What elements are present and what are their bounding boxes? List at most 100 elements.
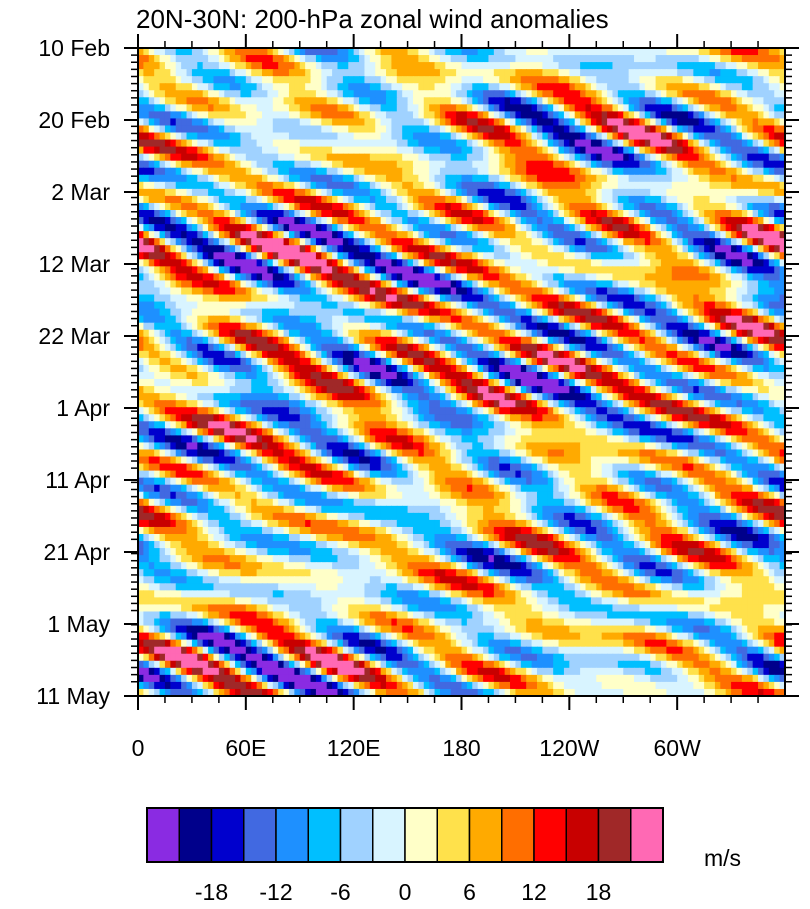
heatmap-cell	[558, 231, 565, 239]
heatmap-cell	[666, 238, 673, 246]
heatmap-cell	[698, 76, 705, 84]
heatmap-cell	[159, 181, 166, 190]
heatmap-cell	[682, 146, 689, 155]
heatmap-cell	[461, 322, 468, 331]
heatmap-cell	[181, 76, 188, 84]
heatmap-cell	[590, 90, 597, 98]
heatmap-cell	[660, 238, 667, 246]
heatmap-cell	[407, 62, 414, 70]
heatmap-cell	[175, 167, 182, 176]
heatmap-cell	[558, 301, 565, 310]
heatmap-cell	[601, 97, 608, 105]
heatmap-cell	[499, 195, 506, 204]
heatmap-cell	[396, 322, 403, 331]
heatmap-cell	[283, 301, 290, 310]
heatmap-cell	[553, 69, 560, 77]
heatmap-cell	[407, 181, 414, 190]
heatmap-cell	[251, 195, 258, 204]
heatmap-cell	[563, 273, 570, 282]
heatmap-cell	[375, 322, 382, 331]
heatmap-cell	[439, 231, 446, 239]
heatmap-cell	[337, 118, 344, 127]
heatmap-cell	[504, 202, 511, 211]
heatmap-cell	[332, 55, 339, 63]
heatmap-cell	[229, 153, 236, 162]
heatmap-cell	[418, 336, 425, 345]
heatmap-cell	[164, 252, 171, 260]
heatmap-cell	[612, 181, 619, 190]
heatmap-cell	[677, 202, 684, 211]
heatmap-cell	[536, 76, 543, 84]
heatmap-cell	[499, 287, 506, 296]
heatmap-cell	[283, 308, 290, 317]
heatmap-cell	[569, 238, 576, 246]
heatmap-cell	[353, 146, 360, 155]
heatmap-cell	[256, 238, 263, 246]
heatmap-cell	[531, 167, 538, 176]
heatmap-cell	[693, 266, 700, 274]
heatmap-cell	[704, 210, 711, 218]
heatmap-cell	[510, 245, 517, 253]
heatmap-cell	[197, 238, 204, 246]
heatmap-cell	[774, 125, 781, 134]
heatmap-cell	[218, 245, 225, 253]
heatmap-cell	[326, 315, 333, 324]
heatmap-cell	[714, 118, 721, 127]
heatmap-cell	[229, 181, 236, 190]
heatmap-cell	[272, 132, 279, 141]
heatmap-cell	[504, 238, 511, 246]
heatmap-cell	[423, 224, 430, 232]
heatmap-cell	[612, 118, 619, 127]
heatmap-cell	[181, 308, 188, 317]
heatmap-cell	[774, 104, 781, 112]
heatmap-cell	[504, 287, 511, 296]
heatmap-cell	[607, 167, 614, 176]
heatmap-cell	[235, 83, 242, 91]
heatmap-cell	[736, 224, 743, 232]
heatmap-cell	[720, 210, 727, 218]
heatmap-cell	[396, 69, 403, 77]
heatmap-cell	[677, 188, 684, 197]
heatmap-cell	[650, 104, 657, 112]
heatmap-cell	[315, 202, 322, 211]
heatmap-cell	[466, 224, 473, 232]
heatmap-cell	[396, 195, 403, 204]
heatmap-cell	[229, 301, 236, 310]
heatmap-cell	[294, 83, 301, 91]
heatmap-cell	[359, 238, 366, 246]
heatmap-cell	[504, 146, 511, 155]
heatmap-cell	[294, 259, 301, 267]
heatmap-cell	[321, 132, 328, 141]
heatmap-cell	[229, 174, 236, 183]
heatmap-cell	[181, 55, 188, 63]
heatmap-cell	[224, 329, 231, 338]
heatmap-cell	[580, 238, 587, 246]
heatmap-cell	[536, 224, 543, 232]
heatmap-cell	[758, 259, 765, 267]
heatmap-cell	[466, 259, 473, 267]
heatmap-cell	[574, 125, 581, 134]
heatmap-cell	[499, 336, 506, 345]
heatmap-cell	[181, 252, 188, 260]
heatmap-cell	[628, 252, 635, 260]
heatmap-cell	[380, 160, 387, 169]
heatmap-cell	[698, 48, 705, 56]
heatmap-cell	[607, 266, 614, 274]
heatmap-cell	[714, 90, 721, 98]
heatmap-cell	[181, 231, 188, 239]
heatmap-cell	[515, 97, 522, 105]
heatmap-cell	[315, 139, 322, 148]
heatmap-cell	[553, 287, 560, 296]
heatmap-cell	[542, 280, 549, 289]
heatmap-cell	[186, 294, 193, 303]
heatmap-cell	[202, 301, 209, 310]
heatmap-cell	[477, 238, 484, 246]
heatmap-cell	[585, 252, 592, 260]
heatmap-cell	[644, 118, 651, 127]
heatmap-cell	[488, 83, 495, 91]
heatmap-cell	[364, 266, 371, 274]
heatmap-cell	[574, 48, 581, 56]
heatmap-cell	[170, 83, 177, 91]
heatmap-cell	[569, 111, 576, 120]
heatmap-cell	[208, 132, 215, 141]
